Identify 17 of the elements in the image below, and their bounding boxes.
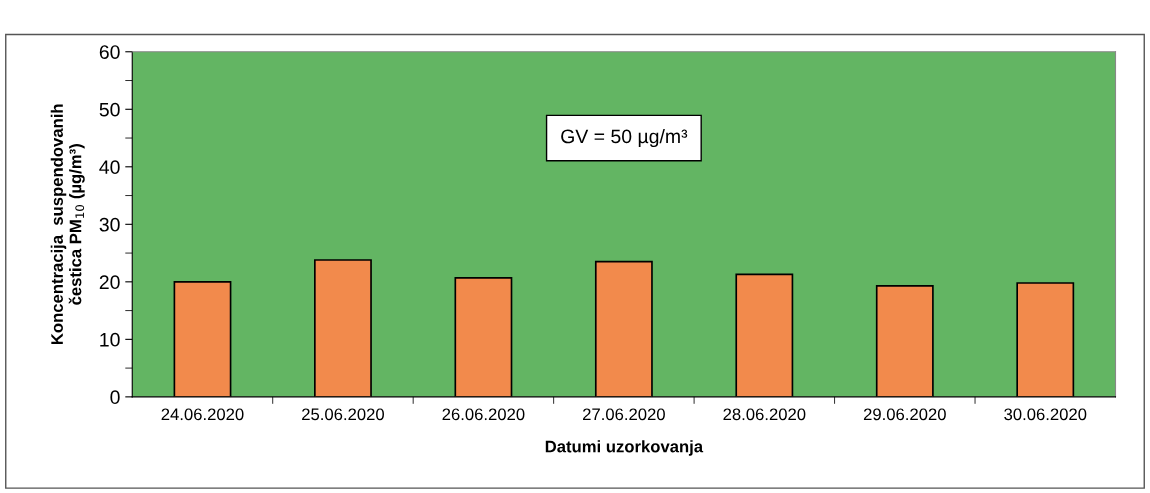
x-tick-label: 30.06.2020	[1004, 408, 1087, 421]
y-tick-label: 30	[99, 217, 120, 232]
y-tick-label: 40	[99, 160, 120, 175]
y-tick-label: 0	[110, 390, 120, 405]
y-tick-label: 60	[99, 45, 120, 59]
x-tick-label: 24.06.2020	[161, 408, 244, 421]
x-tick-label: 28.06.2020	[723, 408, 806, 421]
y-tick-label: 50	[99, 102, 120, 117]
x-axis-title: Datumi uzorkovanja	[545, 440, 704, 456]
y-tick-label: 10	[100, 332, 120, 347]
y-tick-label: 20	[99, 275, 120, 290]
annotation: GV = 50 µg/m³	[561, 128, 688, 148]
x-tick-label: 27.06.2020	[583, 408, 665, 421]
x-tick-label: 29.06.2020	[863, 408, 946, 421]
x-tick-label: 25.06.2020	[302, 408, 385, 421]
y-axis-title: Koncentracija suspendovanih čestica PM$_{10}$ (µg/m³)	[50, 104, 85, 345]
x-tick-label: 26.06.2020	[442, 408, 525, 421]
